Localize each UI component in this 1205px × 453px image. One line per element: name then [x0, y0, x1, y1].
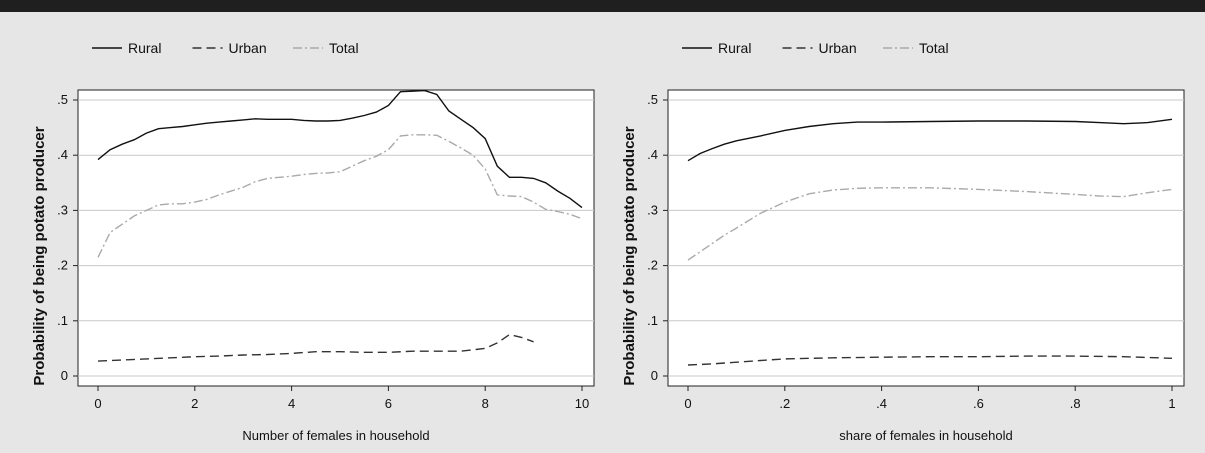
y-tick-label: .4: [647, 147, 658, 162]
x-tick-label: 1: [1168, 396, 1175, 411]
series-line-urban: [97, 333, 534, 362]
legend: Rural Urban Total: [92, 40, 359, 56]
chart-left-svg: 0 .1 .2 .3 .4 .5 0 2 4 6 8 10 Number of females in h…: [31, 40, 595, 443]
y-tick-label: .3: [57, 202, 68, 217]
y-tick-label: .2: [647, 258, 658, 273]
series-line-total: [687, 187, 1173, 261]
x-tick-label: 6: [385, 396, 392, 411]
x-tick-label: 0: [684, 396, 691, 411]
y-tick-label: 0: [651, 368, 658, 383]
legend: Rural Urban Total: [682, 40, 949, 56]
y-tick-label: .1: [647, 313, 658, 328]
x-tick-label: .4: [876, 396, 887, 411]
x-tick-label: .6: [973, 396, 984, 411]
x-axis-title: Number of females in household: [242, 428, 429, 443]
y-tick-label: .4: [57, 147, 68, 162]
y-tick-label: .3: [647, 202, 658, 217]
x-axis-title: share of females in household: [839, 428, 1012, 443]
plot-area: [77, 89, 595, 387]
chart-right-svg: 0 .1 .2 .3 .4 .5 0 .2 .4 .6 .8 1 share of females in…: [621, 40, 1185, 443]
x-tick-label: 0: [94, 396, 101, 411]
x-tick-label: 2: [191, 396, 198, 411]
x-tick-label: 8: [482, 396, 489, 411]
y-tick-label: .2: [57, 258, 68, 273]
y-axis-title: Probability of being potato producer: [621, 126, 638, 385]
chart-panel-left: 0 .1 .2 .3 .4 .5 0 2 4 6 8 10 Number of females in h…: [20, 12, 600, 448]
legend-label-urban: Urban: [819, 40, 857, 56]
series-line-rural: [97, 89, 583, 209]
chart-panel-right: 0 .1 .2 .3 .4 .5 0 .2 .4 .6 .8 1 share of females in…: [610, 12, 1190, 448]
y-tick-label: 0: [61, 368, 68, 383]
y-axis-title: Probability of being potato producer: [31, 126, 48, 385]
series-line-total: [97, 134, 583, 258]
x-tick-label: 4: [288, 396, 295, 411]
series-line-urban: [687, 355, 1173, 366]
top-header-bar: [0, 0, 1205, 12]
legend-label-rural: Rural: [718, 40, 751, 56]
x-tick-label: .2: [779, 396, 790, 411]
legend-label-total: Total: [919, 40, 949, 56]
plot-area: [667, 89, 1185, 387]
legend-label-urban: Urban: [229, 40, 267, 56]
y-tick-label: .1: [57, 313, 68, 328]
x-tick-label: 10: [575, 396, 589, 411]
series-line-rural: [687, 118, 1173, 162]
legend-label-rural: Rural: [128, 40, 161, 56]
x-tick-label: .8: [1070, 396, 1081, 411]
legend-label-total: Total: [329, 40, 359, 56]
y-tick-label: .5: [647, 92, 658, 107]
y-tick-label: .5: [57, 92, 68, 107]
